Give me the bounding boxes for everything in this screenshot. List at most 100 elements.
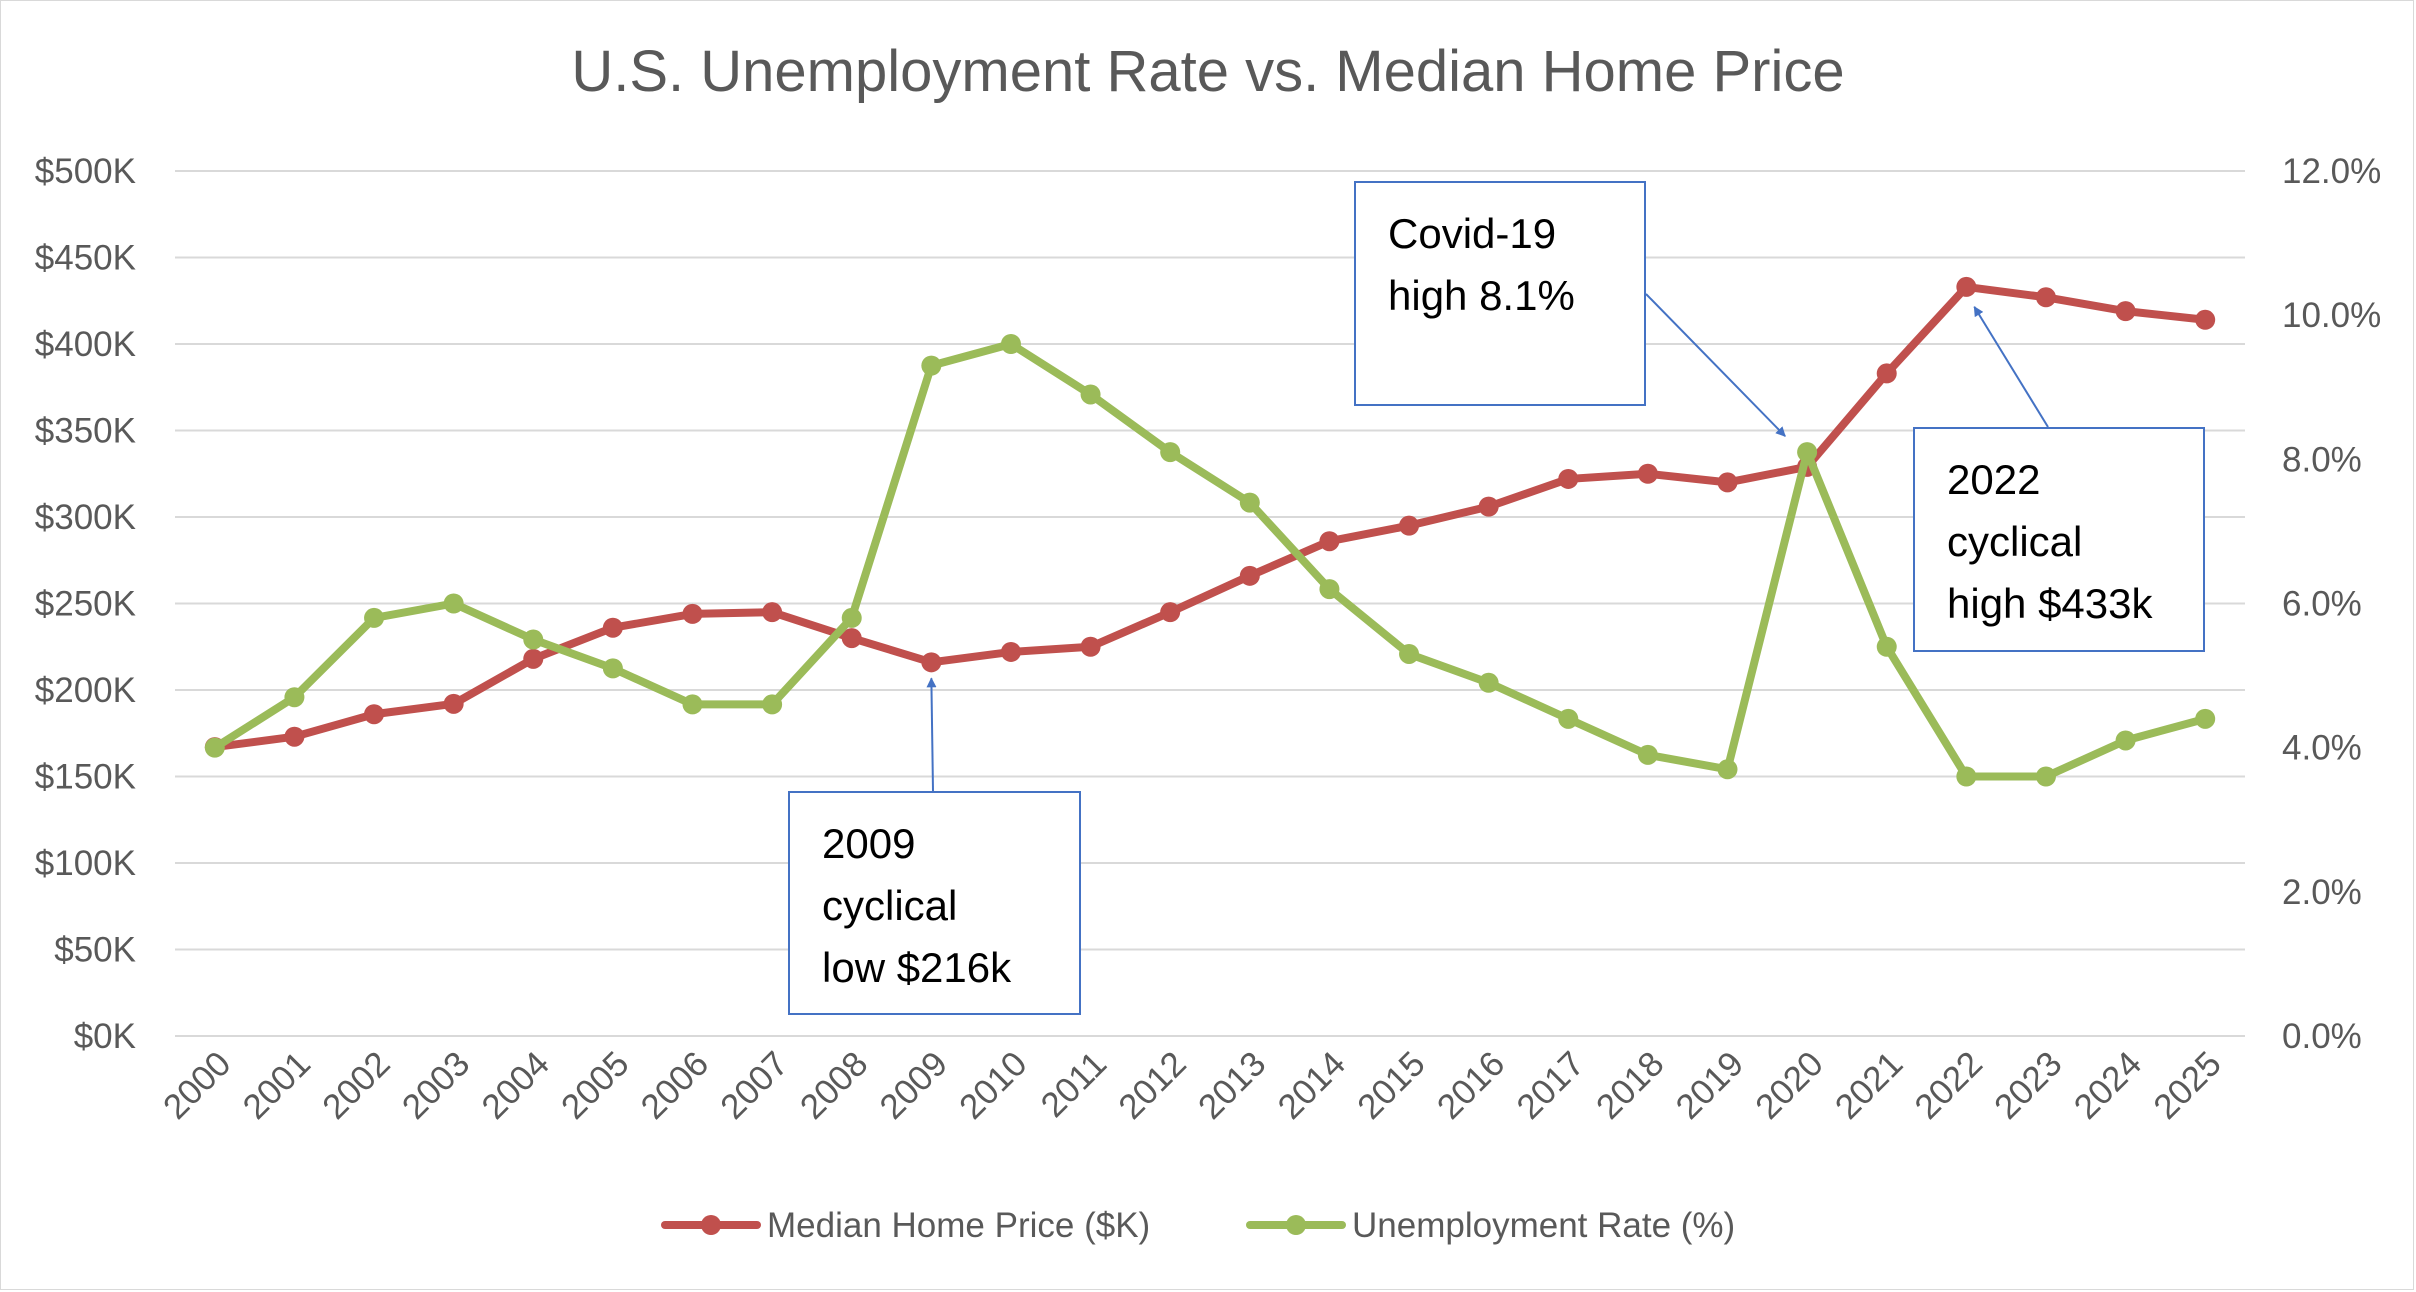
series-point-1 (2115, 730, 2136, 751)
y-right-tick-label: 0.0% (2282, 1017, 2362, 1056)
series-point-1 (284, 687, 305, 708)
y-right-tick-label: 12.0% (2282, 152, 2381, 191)
y-left-tick-label: $350K (35, 412, 136, 451)
y-left-tick-label: $50K (54, 931, 136, 970)
legend-swatch-marker (701, 1215, 721, 1235)
series-point-1 (1239, 492, 1260, 513)
series-point-0 (1399, 515, 1420, 536)
series-point-1 (1478, 672, 1499, 693)
series-point-1 (1797, 442, 1818, 463)
series-point-0 (682, 603, 703, 624)
series-point-1 (762, 694, 783, 715)
x-tick-label: 2016 (1430, 1044, 1513, 1127)
series-point-1 (921, 355, 942, 376)
series-point-1 (364, 607, 385, 628)
y-right-tick-label: 6.0% (2282, 585, 2362, 624)
series-point-0 (2195, 309, 2216, 330)
x-tick-label: 2004 (474, 1044, 557, 1127)
series-line-1 (210, 340, 2210, 781)
series-point-1 (1956, 766, 1977, 787)
x-tick-label: 2011 (1033, 1044, 1114, 1125)
series-point-0 (1080, 636, 1101, 657)
series-point-0 (2115, 301, 2136, 322)
callout-covid-line-1: Covid-19 (1388, 210, 1557, 257)
y-left-tick-label: $250K (35, 585, 136, 624)
annotation-arrow-covid (1645, 293, 1786, 437)
y-right-tick-label: 8.0% (2282, 440, 2362, 479)
series-point-1 (1000, 334, 1021, 354)
series-point-0 (602, 617, 623, 638)
callout-2022-line-2: cyclical (1947, 518, 2083, 565)
series-point-0 (1956, 276, 1977, 297)
x-tick-label: 2020 (1748, 1044, 1831, 1127)
series-point-1 (204, 737, 225, 758)
y-left-tick-label: $100K (35, 844, 136, 883)
series-point-1 (443, 593, 464, 614)
x-tick-label: 2005 (554, 1044, 637, 1127)
y-right-tick-label: 4.0% (2282, 729, 2362, 768)
y-left-tick-label: $300K (35, 498, 136, 537)
series-point-0 (762, 602, 783, 623)
y-right-tick-label: 2.0% (2282, 873, 2362, 912)
annotation-arrow-2022 (1973, 306, 2049, 428)
x-tick-label: 2024 (2067, 1044, 2150, 1127)
series-point-1 (2035, 766, 2056, 787)
series-point-1 (682, 694, 703, 715)
x-tick-label: 2021 (1828, 1044, 1911, 1127)
callout-covid-high: Covid-19 high 8.1% (1354, 181, 1646, 406)
callout-2022-high: 2022 cyclical high $433k (1913, 427, 2205, 652)
series-point-1 (1717, 759, 1738, 780)
x-tick-label: 2001 (235, 1044, 318, 1127)
x-tick-label: 2007 (713, 1044, 796, 1127)
series-point-0 (364, 704, 385, 725)
chart-title: U.S. Unemployment Rate vs. Median Home P… (571, 39, 1845, 104)
y-left-tick-label: $500K (35, 152, 136, 191)
series-point-0 (1876, 363, 1897, 384)
x-tick-label: 2023 (1987, 1044, 2070, 1127)
x-tick-label: 2003 (395, 1044, 478, 1127)
series-point-0 (1558, 468, 1579, 489)
callout-2009-line-2: cyclical (822, 882, 958, 929)
series-point-1 (1080, 384, 1101, 405)
series-point-0 (1637, 463, 1658, 484)
callout-2009-line-1: 2009 (822, 820, 916, 867)
x-tick-label: 2018 (1589, 1044, 1672, 1127)
y-left-tick-label: $0K (74, 1017, 136, 1056)
series-point-1 (841, 607, 862, 628)
series-point-1 (523, 629, 544, 650)
x-tick-label: 2013 (1191, 1044, 1274, 1127)
series-point-0 (1478, 496, 1499, 517)
series-point-0 (921, 652, 942, 673)
legend-label: Unemployment Rate (%) (1352, 1206, 1735, 1245)
series-point-0 (1000, 641, 1021, 662)
x-tick-label: 2000 (156, 1044, 239, 1127)
series-point-0 (841, 628, 862, 649)
y-left-tick-label: $400K (35, 325, 136, 364)
series-point-0 (443, 693, 464, 714)
series-point-0 (284, 726, 305, 747)
series-point-0 (1239, 565, 1260, 586)
x-tick-label: 2022 (1907, 1044, 1990, 1127)
annotation-arrow-2009 (926, 677, 937, 792)
series-point-1 (2195, 708, 2216, 729)
callout-covid-line-2: high 8.1% (1388, 272, 1575, 319)
x-tick-label: 2015 (1350, 1044, 1433, 1127)
callout-2009-line-3: low $216k (822, 944, 1012, 991)
x-tick-label: 2017 (1509, 1044, 1592, 1127)
series-point-0 (1717, 472, 1738, 493)
series-point-0 (1319, 531, 1340, 552)
series-point-1 (1399, 643, 1420, 664)
x-tick-label: 2009 (872, 1044, 955, 1127)
series-point-1 (1637, 744, 1658, 765)
callout-2009-low: 2009 cyclical low $216k (788, 791, 1081, 1015)
x-tick-label: 2025 (2146, 1044, 2229, 1127)
y-right-tick-label: 10.0% (2282, 296, 2381, 335)
series-point-1 (602, 658, 623, 679)
x-tick-label: 2010 (952, 1044, 1035, 1127)
x-tick-label: 2014 (1270, 1044, 1353, 1127)
x-tick-label: 2002 (315, 1044, 398, 1127)
series-point-1 (1160, 442, 1181, 463)
y-left-tick-label: $200K (35, 671, 136, 710)
y-left-tick-label: $450K (35, 239, 136, 278)
